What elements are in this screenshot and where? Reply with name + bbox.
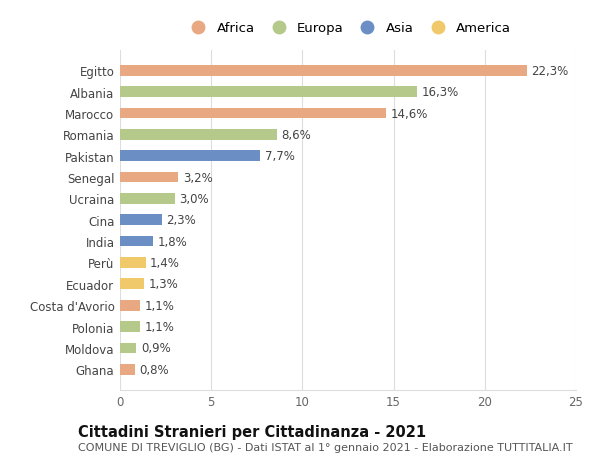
- Text: 3,0%: 3,0%: [179, 192, 209, 206]
- Bar: [120, 343, 136, 353]
- Text: 3,2%: 3,2%: [183, 171, 212, 184]
- Text: 14,6%: 14,6%: [391, 107, 428, 120]
- Bar: [120, 130, 277, 140]
- Bar: [120, 364, 134, 375]
- Text: 7,7%: 7,7%: [265, 150, 295, 163]
- Bar: [120, 257, 146, 268]
- Bar: [120, 151, 260, 162]
- Bar: [120, 194, 175, 204]
- Bar: [120, 215, 162, 226]
- Text: 0,9%: 0,9%: [141, 341, 171, 355]
- Text: 16,3%: 16,3%: [422, 86, 459, 99]
- Text: 22,3%: 22,3%: [532, 65, 569, 78]
- Text: COMUNE DI TREVIGLIO (BG) - Dati ISTAT al 1° gennaio 2021 - Elaborazione TUTTITAL: COMUNE DI TREVIGLIO (BG) - Dati ISTAT al…: [78, 442, 572, 452]
- Legend: Africa, Europa, Asia, America: Africa, Europa, Asia, America: [182, 20, 514, 38]
- Text: 1,3%: 1,3%: [148, 278, 178, 291]
- Bar: [120, 173, 178, 183]
- Bar: [120, 279, 144, 290]
- Bar: [120, 300, 140, 311]
- Bar: [120, 87, 418, 98]
- Text: Cittadini Stranieri per Cittadinanza - 2021: Cittadini Stranieri per Cittadinanza - 2…: [78, 425, 426, 440]
- Bar: [120, 108, 386, 119]
- Text: 1,8%: 1,8%: [157, 235, 187, 248]
- Text: 1,1%: 1,1%: [145, 320, 175, 333]
- Bar: [120, 66, 527, 77]
- Text: 8,6%: 8,6%: [281, 129, 311, 142]
- Bar: [120, 236, 153, 247]
- Text: 0,8%: 0,8%: [139, 363, 169, 376]
- Text: 1,4%: 1,4%: [150, 257, 180, 269]
- Bar: [120, 321, 140, 332]
- Text: 1,1%: 1,1%: [145, 299, 175, 312]
- Text: 2,3%: 2,3%: [167, 214, 196, 227]
